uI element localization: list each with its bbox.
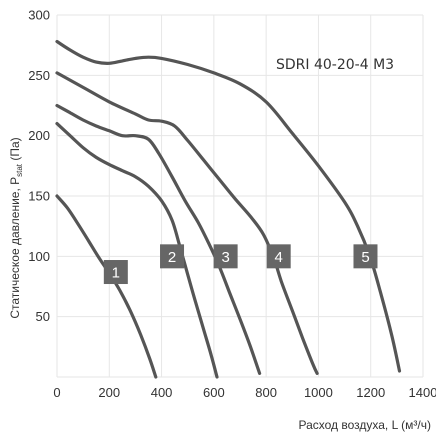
model-label: SDRI 40-20-4 M3 [276,57,394,73]
x-tick-label-2: 400 [151,385,173,400]
x-tick-label-4: 800 [255,385,277,400]
y-tick-label-1: 100 [28,249,50,264]
series-line-3 [55,103,262,375]
series-label-text-2: 2 [168,249,176,266]
series-line-1 [55,194,158,379]
x-tick-label-3: 600 [203,385,225,400]
x-tick-label-5: 1000 [304,385,333,400]
series-label-box-2 [160,244,185,269]
y-axis-label-main: Статическое давление, P [8,177,22,319]
y-tick-label-0: 50 [36,309,50,324]
series-label-1: 1 [103,260,128,285]
series-line-2 [55,122,219,379]
x-tick-label-0: 0 [53,385,60,400]
series-label-text-4: 4 [275,249,283,266]
x-tick-label-1: 200 [98,385,120,400]
series-label-2: 2 [160,244,185,269]
series-line-5 [55,39,402,373]
y-tick-label-4: 250 [28,68,50,83]
series-label-box-3 [213,244,238,269]
curves [55,39,402,379]
series-label-box-5 [353,244,378,269]
series-line-4 [55,71,319,375]
series-label-5: 5 [353,244,378,269]
grid [56,14,424,378]
x-axis-label: Расход воздуха, L (м³/ч) [298,418,431,432]
y-axis-label-sub: stat [15,163,24,177]
series-label-text-3: 3 [221,249,229,266]
curve-labels: 1 2 3 4 5 [103,244,378,285]
y-tick-label-5: 300 [28,8,50,23]
series-label-box-4 [266,244,291,269]
y-axis-label-unit: (Па) [8,137,22,164]
x-tick-label-6: 1200 [356,385,385,400]
series-label-3: 3 [213,244,238,269]
y-tick-label-3: 200 [28,128,50,143]
y-tick-label-2: 150 [28,189,50,204]
y-axis-label: Статическое давление, Pstat (Па) [8,137,24,318]
series-label-text-5: 5 [361,249,369,266]
series-label-4: 4 [266,244,291,269]
series-label-text-1: 1 [112,265,120,282]
series-label-box-1 [103,260,128,285]
x-tick-label-7: 1400 [409,385,436,400]
tick-labels: 0 200 400 600 800 1000 1200 1400 50 100 150 200 250 3… [28,8,436,401]
